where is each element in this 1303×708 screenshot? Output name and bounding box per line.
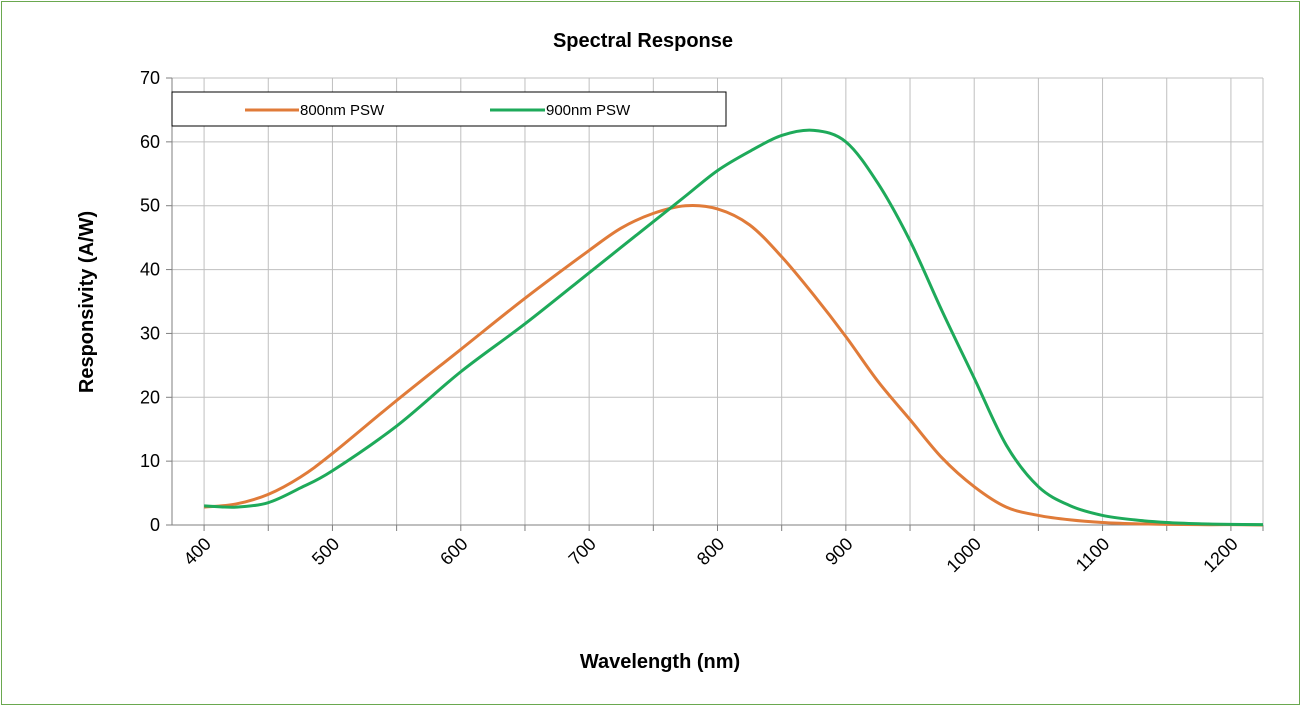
series-lines	[203, 128, 1264, 527]
y-tick-label-50: 50	[140, 196, 160, 216]
y-tick-label-20: 20	[140, 387, 160, 407]
x-tick-label-900: 900	[821, 534, 856, 569]
x-tick-label-800: 800	[693, 534, 728, 569]
x-tick-labels: 400 500 600 700 800 900 1000 1100 1200	[180, 534, 1242, 576]
series-line-800nm	[203, 203, 1264, 527]
x-tick-label-700: 700	[565, 534, 600, 569]
x-tick-label-600: 600	[436, 534, 471, 569]
x-tick-label-1200: 1200	[1199, 534, 1241, 576]
x-tick-label-400: 400	[180, 534, 215, 569]
y-tick-label-0: 0	[150, 515, 160, 535]
y-axis-label: Responsivity (A/W)	[76, 211, 98, 393]
y-tick-label-40: 40	[140, 260, 160, 280]
x-tick-label-1000: 1000	[943, 534, 985, 576]
legend-label-900nm: 900nm PSW	[546, 102, 631, 119]
legend: 800nm PSW 900nm PSW	[171, 91, 727, 127]
y-tick-label-30: 30	[140, 323, 160, 343]
y-tick-label-70: 70	[140, 68, 160, 88]
x-tick-label-500: 500	[308, 534, 343, 569]
y-tick-label-10: 10	[140, 451, 160, 471]
chart-title: Spectral Response	[553, 30, 733, 52]
x-axis-label: Wavelength (nm)	[580, 651, 740, 673]
legend-label-800nm: 800nm PSW	[300, 102, 385, 119]
axes	[166, 77, 1264, 531]
y-tick-labels: 0 10 20 30 40 50 60 70	[140, 68, 160, 535]
x-tick-label-1100: 1100	[1072, 534, 1114, 576]
series-line-900nm	[204, 128, 1264, 527]
y-tick-label-60: 60	[140, 132, 160, 152]
grid-lines	[172, 77, 1264, 525]
